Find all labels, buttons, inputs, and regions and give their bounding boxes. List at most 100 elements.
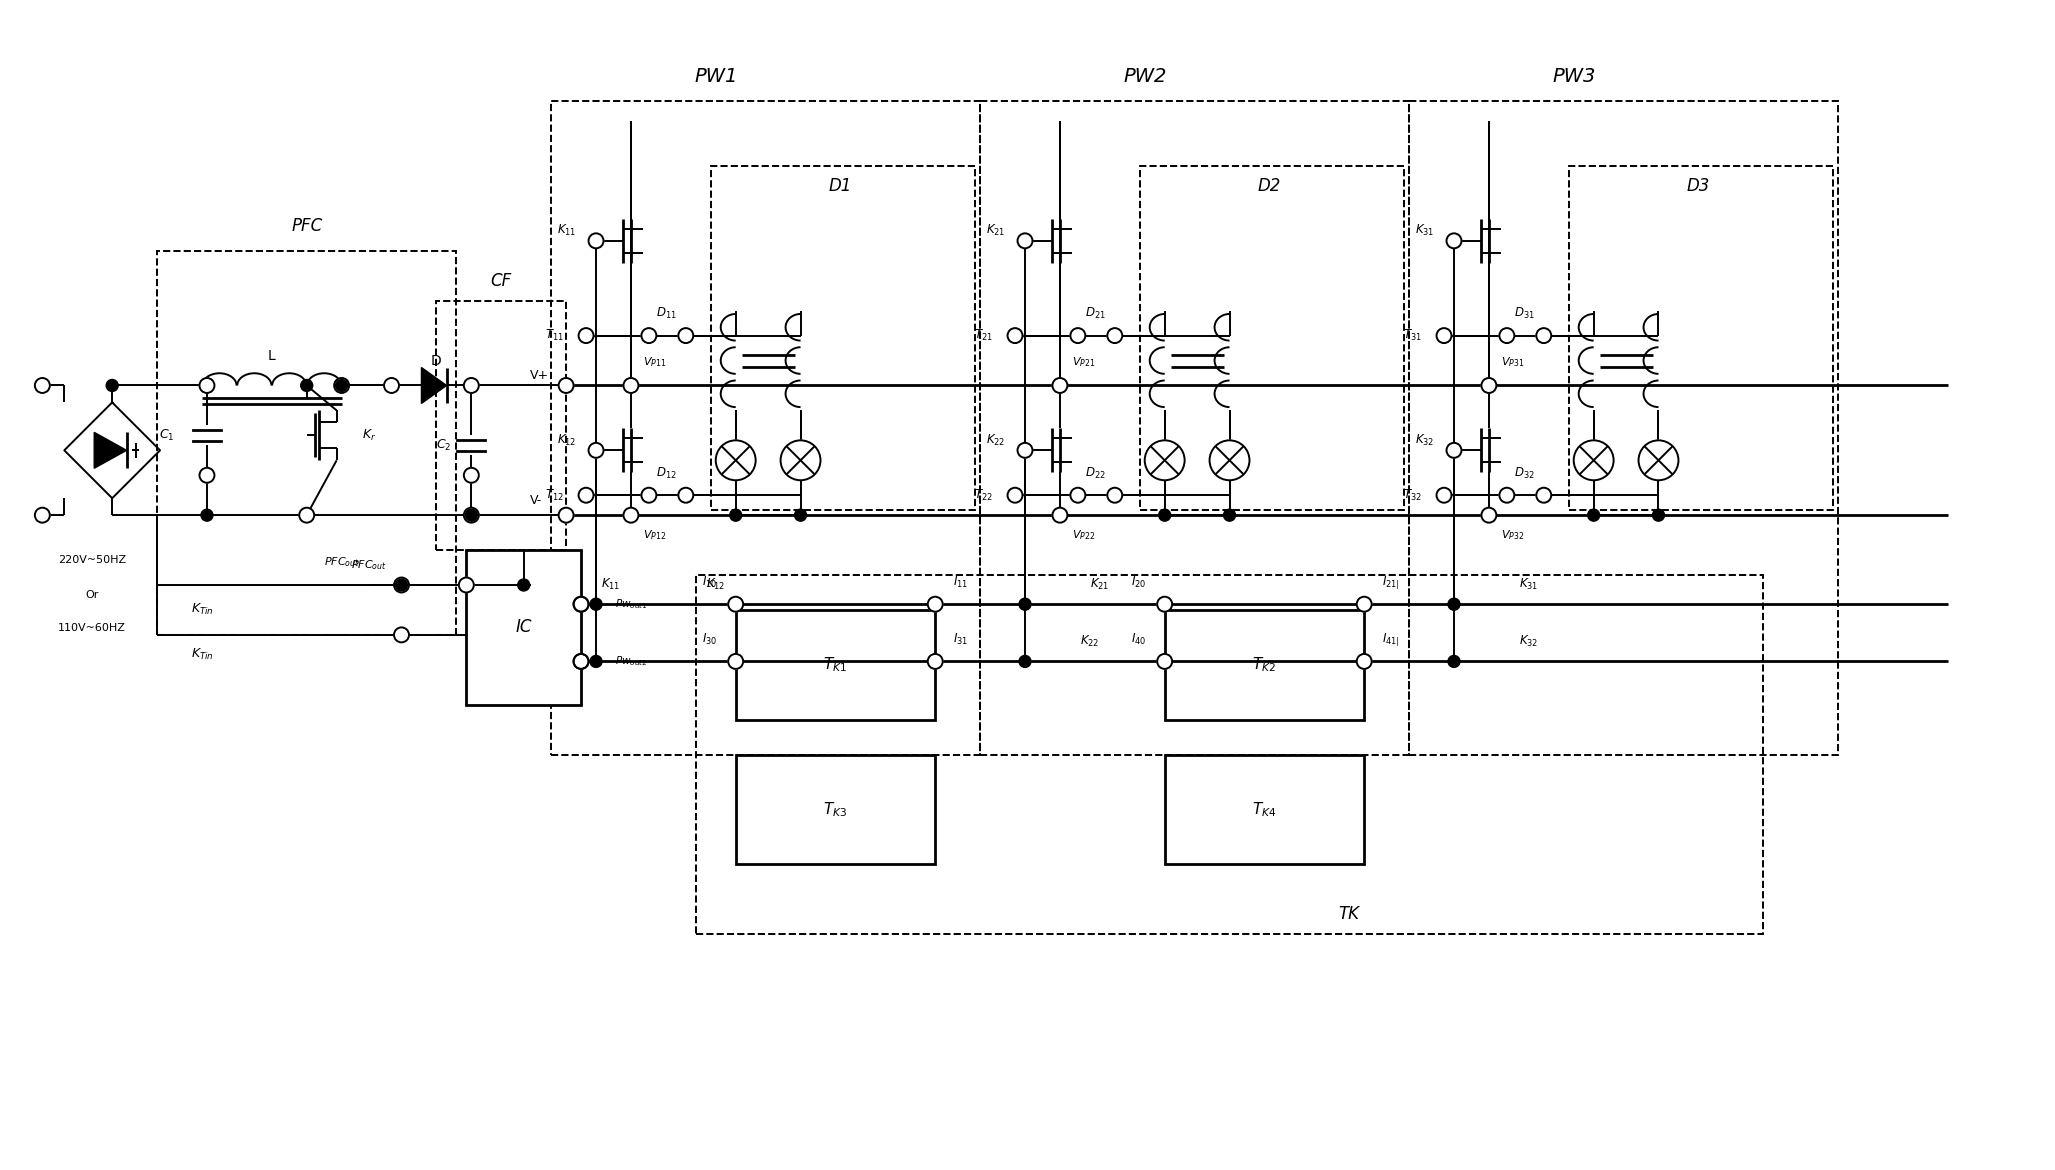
Text: $I_{20}$: $I_{20}$ [1132,574,1147,590]
Circle shape [573,597,588,612]
Circle shape [730,509,742,521]
Circle shape [1052,508,1067,523]
Text: $I_{11}$: $I_{11}$ [954,574,968,590]
Text: $T_{K1}$: $T_{K1}$ [824,655,847,674]
Circle shape [1159,509,1171,521]
Circle shape [715,440,756,480]
Text: $PFC_{out}$: $PFC_{out}$ [351,558,386,572]
Circle shape [1019,655,1032,667]
Text: IC: IC [516,619,532,636]
Text: $I_{10}$: $I_{10}$ [703,574,717,590]
Circle shape [573,597,588,612]
Circle shape [1019,598,1032,611]
Text: PFC: PFC [292,216,323,235]
Circle shape [1500,328,1515,343]
Text: $Pw_{out2}$: $Pw_{out2}$ [614,654,647,668]
Polygon shape [421,367,446,404]
Circle shape [1436,488,1451,503]
Text: $T_{31}$: $T_{31}$ [1404,328,1422,343]
Circle shape [580,328,594,343]
Text: $V_{P11}$: $V_{P11}$ [643,356,666,370]
Circle shape [395,578,409,592]
Text: $C_1$: $C_1$ [160,428,175,443]
Text: PW3: PW3 [1552,67,1595,85]
Text: L: L [267,349,275,363]
Bar [736,755,935,865]
Text: $T_{12}$: $T_{12}$ [545,488,565,503]
Circle shape [335,379,347,392]
Circle shape [580,488,594,503]
Text: $V_{P12}$: $V_{P12}$ [643,528,666,542]
Text: $K_{31}$: $K_{31}$ [1519,577,1539,592]
Text: $I_{41|}$: $I_{41|}$ [1383,631,1399,648]
Text: $K_{Tin}$: $K_{Tin}$ [191,647,214,662]
Circle shape [1447,442,1461,457]
Text: V+: V+ [530,369,549,381]
Bar [697,574,1763,934]
Bar [1568,166,1833,510]
Circle shape [1356,597,1371,612]
Circle shape [1223,509,1235,521]
Text: $T_{K3}$: $T_{K3}$ [824,800,847,819]
Text: TK: TK [1338,906,1360,923]
Text: $T_{K4}$: $T_{K4}$ [1251,800,1276,819]
Text: $I_{21|}$: $I_{21|}$ [1383,573,1399,591]
Text: $V_{P31}$: $V_{P31}$ [1500,356,1525,370]
Circle shape [1574,440,1613,480]
Circle shape [1007,488,1023,503]
Bar [1165,610,1365,720]
Bar [980,101,1410,755]
Circle shape [641,328,656,343]
Circle shape [395,627,409,642]
Circle shape [588,442,604,457]
Text: PW2: PW2 [1122,67,1167,85]
Text: $K_{22}$: $K_{22}$ [1081,634,1099,649]
Circle shape [1052,378,1067,393]
Text: $I_{31}$: $I_{31}$ [954,632,968,647]
Circle shape [927,597,943,612]
Text: $D_{12}$: $D_{12}$ [656,466,678,481]
Text: $D_{22}$: $D_{22}$ [1085,466,1106,481]
Circle shape [559,508,573,523]
Text: $K_{11}$: $K_{11}$ [557,223,575,239]
Text: $D_{11}$: $D_{11}$ [656,307,678,322]
Circle shape [199,468,214,483]
Bar [736,610,935,720]
Text: $V_{P21}$: $V_{P21}$ [1073,356,1095,370]
Circle shape [300,379,312,392]
Text: $K_{12}$: $K_{12}$ [557,433,575,448]
Bar [711,166,976,510]
Text: $K_{12}$: $K_{12}$ [707,577,725,592]
Text: D1: D1 [828,177,853,195]
Circle shape [727,597,744,612]
Text: $K_r$: $K_r$ [362,428,376,443]
Circle shape [201,509,214,521]
Text: $PFC_{out}$: $PFC_{out}$ [325,555,360,569]
Text: $T_{11}$: $T_{11}$ [545,328,565,343]
Circle shape [590,655,602,667]
Circle shape [927,654,943,669]
Bar [1141,166,1404,510]
Text: D3: D3 [1687,177,1710,195]
Bar [1165,755,1365,865]
Text: $T_{K2}$: $T_{K2}$ [1251,655,1276,674]
Text: $T_{32}$: $T_{32}$ [1404,488,1422,503]
Circle shape [464,468,479,483]
Circle shape [1157,654,1171,669]
Circle shape [1652,509,1665,521]
Text: $T_{21}$: $T_{21}$ [974,328,993,343]
Circle shape [727,654,744,669]
Circle shape [1210,440,1249,480]
Circle shape [1589,509,1599,521]
Circle shape [464,509,477,521]
Circle shape [795,509,806,521]
Circle shape [623,508,639,523]
Text: $D_{32}$: $D_{32}$ [1515,466,1535,481]
Circle shape [464,378,479,393]
Circle shape [1482,508,1496,523]
Text: $K_{Tin}$: $K_{Tin}$ [191,603,214,618]
Bar [466,550,582,704]
Circle shape [1500,488,1515,503]
Bar [551,101,980,755]
Circle shape [35,508,49,523]
